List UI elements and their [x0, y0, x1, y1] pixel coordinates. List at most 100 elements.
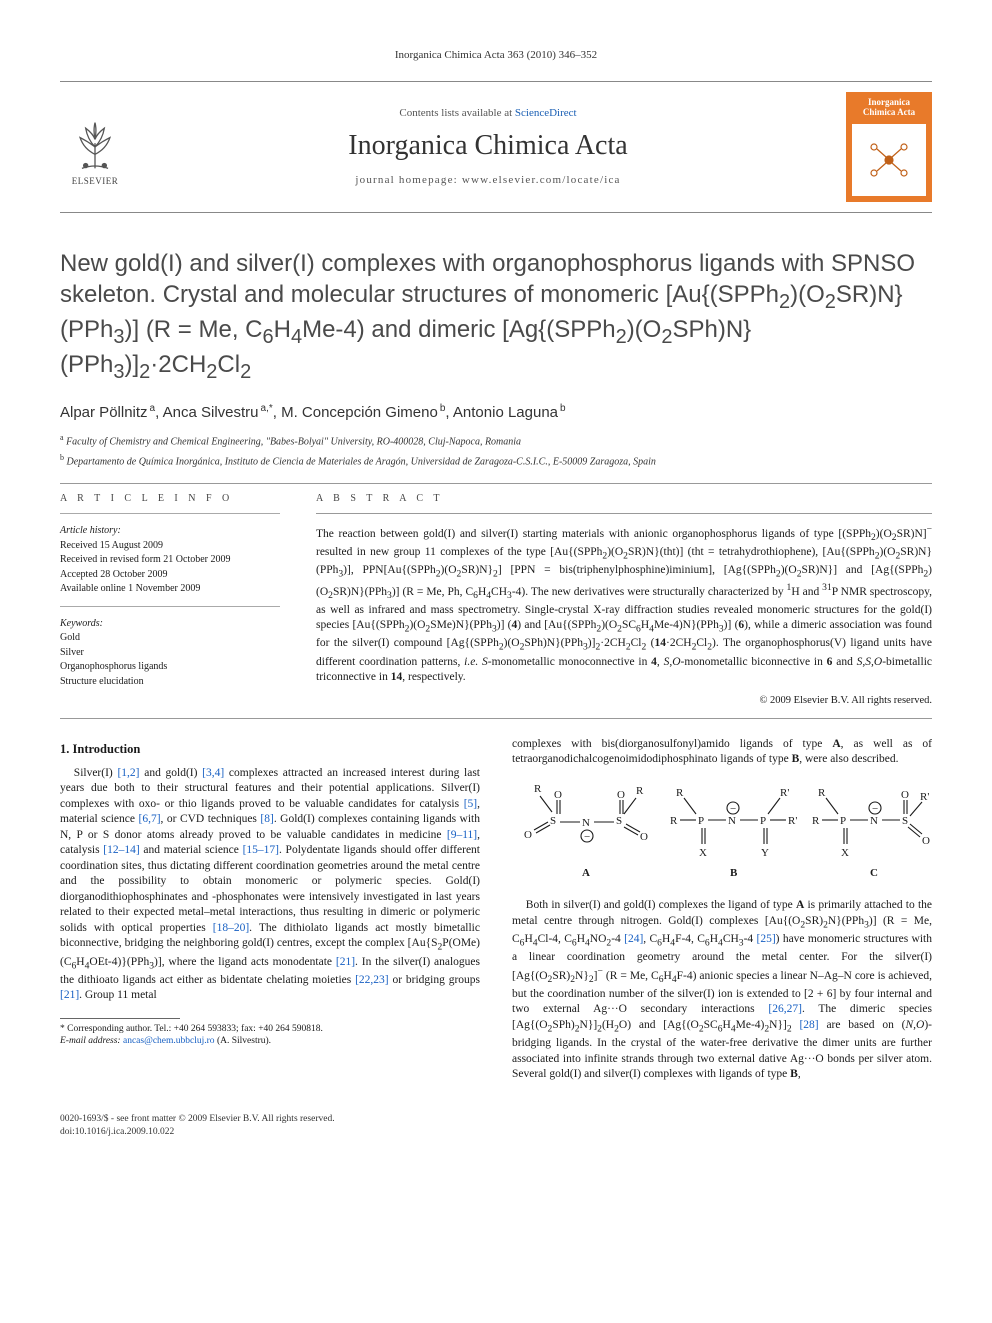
scheme-Rp: R': [920, 791, 929, 803]
body-paragraph: Silver(I) [1,2] and gold(I) [3,4] comple…: [60, 766, 480, 1004]
scheme-R: R: [670, 815, 678, 827]
corresponding-author-footnote: * Corresponding author. Tel.: +40 264 59…: [60, 1023, 480, 1048]
divider: [60, 483, 932, 484]
divider: [316, 513, 932, 514]
divider: [60, 718, 932, 719]
scheme-Rp: R': [788, 815, 797, 827]
history-item: Available online 1 November 2009: [60, 582, 280, 596]
scheme-S: S: [902, 815, 908, 827]
section-heading: 1. Introduction: [60, 741, 480, 758]
scheme-P: P: [698, 815, 704, 827]
divider: [60, 606, 280, 607]
history-item: Received 15 August 2009: [60, 539, 280, 553]
affiliation-a: a Faculty of Chemistry and Chemical Engi…: [60, 433, 932, 449]
scheme-O: O: [524, 829, 532, 841]
keywords-label: Keywords:: [60, 617, 280, 631]
cover-graphic: [852, 124, 926, 196]
scheme-X: X: [699, 847, 707, 859]
svg-text:−: −: [584, 831, 590, 843]
publisher-name: ELSEVIER: [72, 175, 119, 187]
cover-molecule-icon: [864, 135, 914, 185]
svg-text:−: −: [872, 803, 878, 815]
divider: [60, 513, 280, 514]
issn-line: 0020-1693/$ - see front matter © 2009 El…: [60, 1113, 932, 1126]
abstract-copyright: © 2009 Elsevier B.V. All rights reserved…: [316, 694, 932, 708]
page-footer: 0020-1693/$ - see front matter © 2009 El…: [60, 1113, 932, 1139]
article-title: New gold(I) and silver(I) complexes with…: [60, 249, 932, 386]
keyword: Gold: [60, 631, 280, 645]
scheme-N: N: [582, 817, 590, 829]
affil-marker: b: [60, 453, 64, 462]
scheme-O: O: [617, 789, 625, 801]
contents-prefix: Contents lists available at: [399, 107, 514, 119]
affil-text: Departamento de Química Inorgánica, Inst…: [67, 456, 656, 467]
scheme-svg: R S O O N − S O: [512, 778, 932, 883]
sciencedirect-link[interactable]: ScienceDirect: [515, 107, 577, 119]
scheme-label-B: B: [730, 867, 738, 879]
scheme-R: R: [812, 815, 820, 827]
history-item: Received in revised form 21 October 2009: [60, 553, 280, 567]
scheme-label-C: C: [870, 867, 878, 879]
footnote-rule: [60, 1018, 180, 1019]
author-list: Alpar Pöllnitz a, Anca Silvestru a,*, M.…: [60, 402, 932, 423]
scheme-O: O: [922, 835, 930, 847]
corresponding-email-link[interactable]: ancas@chem.ubbcluj.ro: [123, 1036, 215, 1046]
homepage-prefix: journal homepage:: [355, 174, 462, 186]
affiliation-b: b Departamento de Química Inorgánica, In…: [60, 453, 932, 469]
scheme-R: R: [676, 787, 684, 799]
scheme-N: N: [728, 815, 736, 827]
affil-text: Faculty of Chemistry and Chemical Engine…: [66, 436, 521, 447]
footnote-line: * Corresponding author. Tel.: +40 264 59…: [60, 1023, 480, 1035]
contents-available-line: Contents lists available at ScienceDirec…: [144, 106, 832, 121]
scheme-O: O: [640, 831, 648, 843]
keywords-block: Keywords: Gold Silver Organophosphorus l…: [60, 617, 280, 689]
footnote-email-line: E-mail address: ancas@chem.ubbcluj.ro (A…: [60, 1035, 480, 1047]
scheme-P: P: [760, 815, 766, 827]
keyword: Silver: [60, 646, 280, 660]
meta-abstract-row: A R T I C L E I N F O Article history: R…: [60, 492, 932, 708]
publisher-logo: ELSEVIER: [60, 107, 130, 187]
page: Inorganica Chimica Acta 363 (2010) 346–3…: [0, 0, 992, 1178]
article-info-label: A R T I C L E I N F O: [60, 492, 280, 506]
affil-marker: a: [60, 433, 64, 442]
scheme-O: O: [901, 789, 909, 801]
scheme-X: X: [841, 847, 849, 859]
elsevier-tree-icon: [67, 117, 123, 173]
history-label: Article history:: [60, 524, 280, 538]
scheme-P: P: [840, 815, 846, 827]
scheme-Y: Y: [761, 847, 769, 859]
body-paragraph: Both in silver(I) and gold(I) complexes …: [512, 898, 932, 1082]
article-info-col: A R T I C L E I N F O Article history: R…: [60, 492, 280, 708]
email-who: (A. Silvestru).: [217, 1036, 271, 1046]
abstract-label: A B S T R A C T: [316, 492, 932, 506]
ligand-scheme: R S O O N − S O: [512, 778, 932, 889]
scheme-R: R: [636, 785, 644, 797]
scheme-R: R: [818, 787, 826, 799]
abstract-body: The reaction between gold(I) and silver(…: [316, 524, 932, 686]
keyword: Organophosphorus ligands: [60, 660, 280, 674]
body-two-column: 1. Introduction Silver(I) [1,2] and gold…: [60, 737, 932, 1083]
article-history: Article history: Received 15 August 2009…: [60, 524, 280, 596]
email-label: E-mail address:: [60, 1036, 121, 1046]
scheme-R: R: [534, 783, 542, 795]
journal-homepage-line: journal homepage: www.elsevier.com/locat…: [144, 173, 832, 188]
abstract-col: A B S T R A C T The reaction between gol…: [316, 492, 932, 708]
journal-name: Inorganica Chimica Acta: [144, 127, 832, 165]
scheme-S: S: [616, 815, 622, 827]
masthead: ELSEVIER Contents lists available at Sci…: [60, 81, 932, 213]
scheme-label-A: A: [582, 867, 590, 879]
history-item: Accepted 28 October 2009: [60, 568, 280, 582]
journal-cover-thumb: Inorganica Chimica Acta: [846, 92, 932, 202]
body-paragraph: complexes with bis(diorganosulfonyl)amid…: [512, 737, 932, 768]
scheme-O: O: [554, 789, 562, 801]
scheme-Rp: R': [780, 787, 789, 799]
svg-text:−: −: [730, 803, 736, 815]
cover-title: Inorganica Chimica Acta: [852, 98, 926, 118]
scheme-N: N: [870, 815, 878, 827]
masthead-center: Contents lists available at ScienceDirec…: [144, 106, 832, 187]
scheme-S: S: [550, 815, 556, 827]
doi-line: doi:10.1016/j.ica.2009.10.022: [60, 1126, 932, 1139]
running-head: Inorganica Chimica Acta 363 (2010) 346–3…: [60, 48, 932, 63]
homepage-url: www.elsevier.com/locate/ica: [462, 174, 621, 186]
keyword: Structure elucidation: [60, 675, 280, 689]
